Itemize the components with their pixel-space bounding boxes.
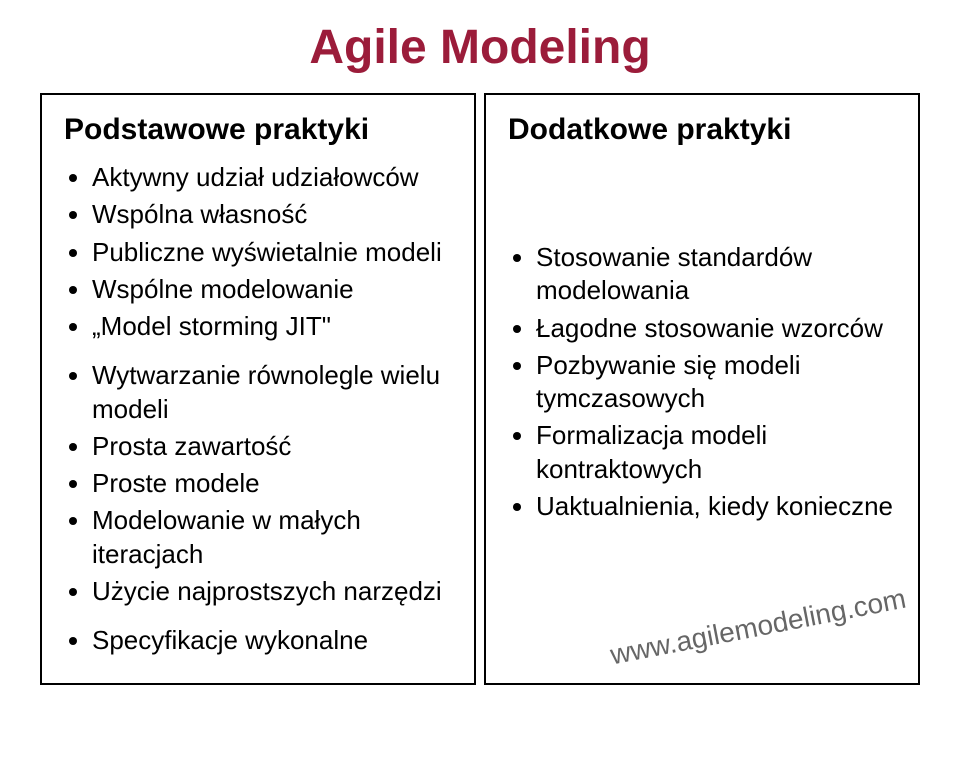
list-item: Wytwarzanie równolegle wielu modeli [92,359,452,426]
right-heading: Dodatkowe praktyki [508,113,896,147]
right-column: Dodatkowe praktyki Stosowanie standardów… [484,93,920,685]
list-item: Formalizacja modeli kontraktowych [536,419,896,486]
right-list: Stosowanie standardów modelowania Łagodne… [508,241,896,523]
columns-wrapper: Podstawowe praktyki Aktywny udział udzia… [40,93,920,685]
list-item: Aktywny udział udziałowców [92,161,452,194]
list-item: Publiczne wyświetalnie modeli [92,236,452,269]
left-list-3: Specyfikacje wykonalne [64,624,452,657]
list-item: Łagodne stosowanie wzorców [536,312,896,345]
spacer [508,161,896,241]
left-list-1: Aktywny udział udziałowców Wspólna własno… [64,161,452,343]
list-item: Wspólne modelowanie [92,273,452,306]
slide-title: Agile Modeling [40,20,920,75]
list-item: Uaktualnienia, kiedy konieczne [536,490,896,523]
list-item: „Model storming JIT" [92,310,452,343]
list-item: Wspólna własność [92,198,452,231]
list-item: Modelowanie w małych iteracjach [92,504,452,571]
left-column: Podstawowe praktyki Aktywny udział udzia… [40,93,476,685]
slide: Agile Modeling Podstawowe praktyki Aktyw… [0,0,960,764]
list-item: Pozbywanie się modeli tymczasowych [536,349,896,416]
watermark-url: www.agilemodeling.com [607,583,908,672]
list-item: Proste modele [92,467,452,500]
list-item: Specyfikacje wykonalne [92,624,452,657]
left-heading: Podstawowe praktyki [64,113,452,147]
left-list-2: Wytwarzanie równolegle wielu modeli Prost… [64,359,452,608]
list-item: Użycie najprostszych narzędzi [92,575,452,608]
list-item: Stosowanie standardów modelowania [536,241,896,308]
list-item: Prosta zawartość [92,430,452,463]
